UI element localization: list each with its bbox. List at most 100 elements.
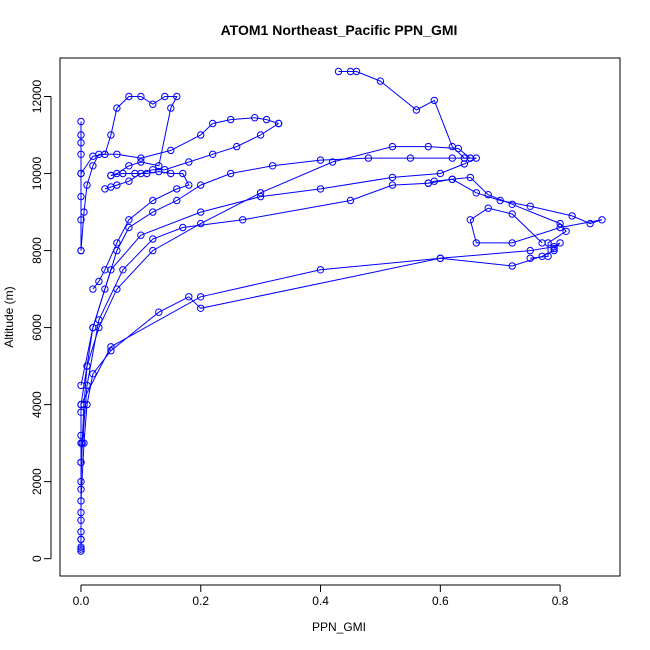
data-point xyxy=(89,152,97,160)
data-point xyxy=(125,216,133,224)
data-point xyxy=(316,266,325,274)
data-point xyxy=(562,227,570,236)
data-point xyxy=(598,216,606,224)
data-point xyxy=(508,262,516,270)
data-point xyxy=(466,173,474,182)
data-point xyxy=(149,196,157,205)
series-line xyxy=(80,157,471,551)
data-point xyxy=(137,154,145,162)
series-line xyxy=(80,250,555,405)
series-line xyxy=(80,117,279,174)
data-point xyxy=(77,400,85,409)
data-point xyxy=(262,115,271,124)
data-point xyxy=(149,166,157,174)
data-point xyxy=(424,142,432,151)
data-point xyxy=(556,223,564,232)
y-tick-label: 2000 xyxy=(30,468,44,495)
data-point xyxy=(119,169,127,178)
data-point xyxy=(77,381,85,390)
x-tick-label: 0.0 xyxy=(73,594,90,608)
data-point xyxy=(197,293,205,301)
data-point xyxy=(95,277,103,286)
data-point xyxy=(185,293,193,301)
data-point xyxy=(209,150,217,159)
data-point xyxy=(77,408,85,416)
data-point xyxy=(197,131,205,139)
series-line xyxy=(428,178,603,244)
data-point xyxy=(256,192,265,201)
data-point xyxy=(89,285,97,293)
data-point xyxy=(352,67,361,76)
data-point xyxy=(472,154,480,162)
data-point xyxy=(508,210,516,218)
data-point xyxy=(107,131,115,139)
data-point xyxy=(526,254,534,262)
data-point xyxy=(460,154,468,162)
data-point xyxy=(239,216,247,224)
data-point xyxy=(77,131,85,139)
data-point xyxy=(197,304,205,312)
series-line xyxy=(80,96,178,251)
data-point xyxy=(77,431,85,440)
data-point xyxy=(388,142,397,151)
y-tick-label: 12000 xyxy=(30,80,44,114)
data-point xyxy=(526,202,534,211)
data-point xyxy=(364,154,373,162)
data-point xyxy=(173,92,181,101)
data-point xyxy=(113,104,121,112)
data-point xyxy=(538,239,546,247)
data-point xyxy=(77,528,85,536)
data-point xyxy=(77,508,85,517)
data-point xyxy=(149,208,157,216)
y-axis: 0 2000 4000 6000 8000 10000 12000 xyxy=(30,80,52,562)
data-point xyxy=(556,239,564,247)
data-point xyxy=(209,119,217,128)
data-point xyxy=(586,219,594,228)
data-point xyxy=(77,192,85,201)
data-point xyxy=(107,171,115,180)
data-point xyxy=(568,212,576,220)
data-point xyxy=(388,181,397,189)
data-point xyxy=(448,154,456,162)
y-tick-label: 4000 xyxy=(30,391,44,418)
x-tick-label: 0.2 xyxy=(192,594,209,608)
y-tick-label: 6000 xyxy=(30,314,44,341)
y-axis-label: Altitude (m) xyxy=(2,286,16,347)
data-point xyxy=(556,219,564,228)
data-point xyxy=(448,175,456,184)
data-point xyxy=(251,114,259,122)
data-point xyxy=(233,142,241,151)
data-point xyxy=(328,158,337,166)
data-point xyxy=(89,162,97,170)
data-point xyxy=(406,154,415,162)
data-point xyxy=(173,196,181,205)
data-point xyxy=(466,216,474,224)
data-point xyxy=(113,239,121,247)
series-line xyxy=(104,123,279,190)
x-axis: 0.0 0.2 0.4 0.6 0.8 xyxy=(73,584,569,608)
data-point xyxy=(101,150,109,159)
data-point xyxy=(149,100,157,108)
data-point xyxy=(526,246,534,255)
data-point xyxy=(484,191,492,199)
data-point xyxy=(508,239,516,247)
data-point xyxy=(167,169,175,178)
data-point xyxy=(179,223,187,232)
data-point xyxy=(137,92,145,101)
data-point xyxy=(173,185,181,193)
data-point xyxy=(550,244,558,253)
data-point xyxy=(101,285,109,293)
data-point xyxy=(149,235,157,243)
data-point xyxy=(227,169,235,178)
data-point xyxy=(125,223,133,232)
data-point xyxy=(107,343,115,351)
data-point xyxy=(185,158,193,166)
data-point xyxy=(155,162,163,170)
data-point xyxy=(77,150,85,159)
data-point xyxy=(77,117,85,126)
data-point xyxy=(197,181,205,189)
data-point xyxy=(77,458,85,467)
data-point xyxy=(256,131,265,139)
data-point xyxy=(544,252,552,260)
